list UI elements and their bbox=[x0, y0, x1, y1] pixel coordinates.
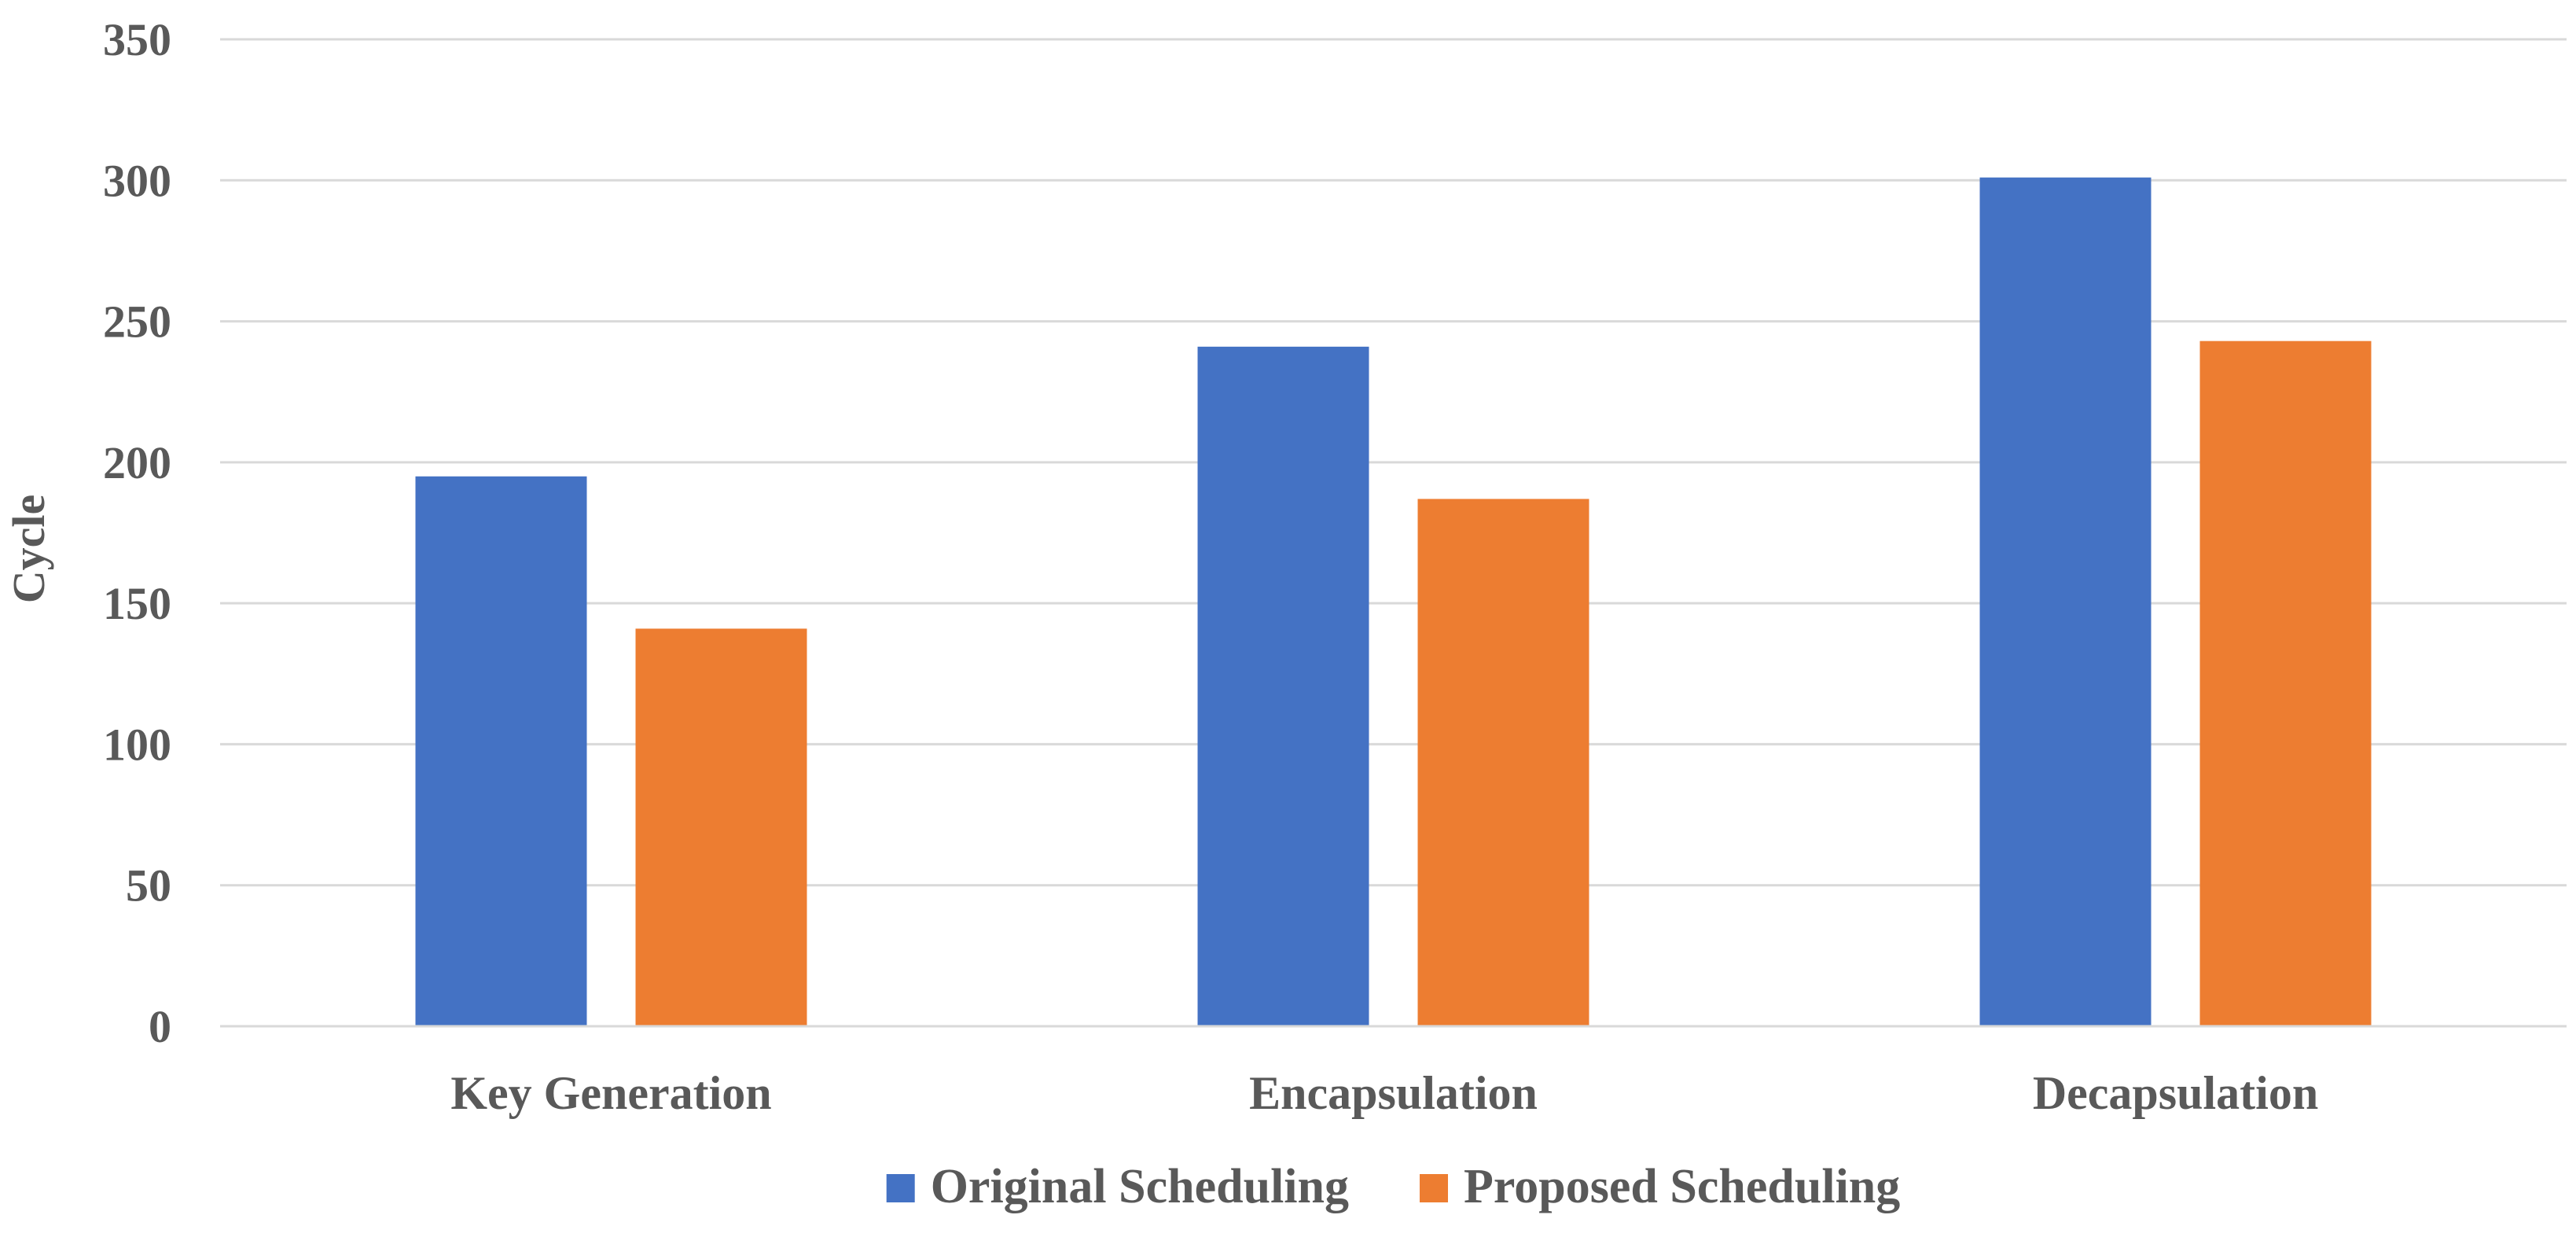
bars bbox=[415, 177, 2372, 1027]
legend-label-proposed-scheduling: Proposed Scheduling bbox=[1464, 1160, 1900, 1213]
bar-proposed-scheduling bbox=[2199, 341, 2372, 1027]
bar-original-scheduling bbox=[1197, 346, 1369, 1026]
gridlines bbox=[220, 38, 2567, 887]
y-tick-label: 100 bbox=[103, 719, 171, 770]
x-tick-label: Encapsulation bbox=[1249, 1067, 1538, 1119]
bar-original-scheduling bbox=[415, 476, 587, 1026]
legend-swatch-proposed-scheduling bbox=[1420, 1174, 1449, 1202]
y-tick-label: 0 bbox=[149, 1001, 171, 1052]
legend-swatch-original-scheduling bbox=[886, 1174, 915, 1202]
y-tick-label: 150 bbox=[103, 578, 171, 629]
bar-proposed-scheduling bbox=[635, 628, 807, 1026]
x-tick-label: Decapsulation bbox=[2033, 1067, 2318, 1119]
y-tick-label: 350 bbox=[103, 14, 171, 65]
y-tick-label: 300 bbox=[103, 155, 171, 206]
legend: Original Scheduling Proposed Scheduling bbox=[886, 1160, 1900, 1213]
y-tick-label: 200 bbox=[103, 437, 171, 488]
bar-original-scheduling bbox=[1979, 177, 2152, 1027]
axes: 0 50 100 150 200 250 300 350 Key Generation Encap… bbox=[103, 14, 2567, 1119]
y-tick-label: 250 bbox=[103, 296, 171, 348]
x-tick-label: Key Generation bbox=[450, 1067, 771, 1119]
bar-proposed-scheduling bbox=[1417, 499, 1589, 1026]
legend-label-original-scheduling: Original Scheduling bbox=[931, 1160, 1349, 1213]
y-axis-label: Cycle bbox=[3, 495, 54, 604]
y-tick-label: 50 bbox=[126, 860, 171, 911]
